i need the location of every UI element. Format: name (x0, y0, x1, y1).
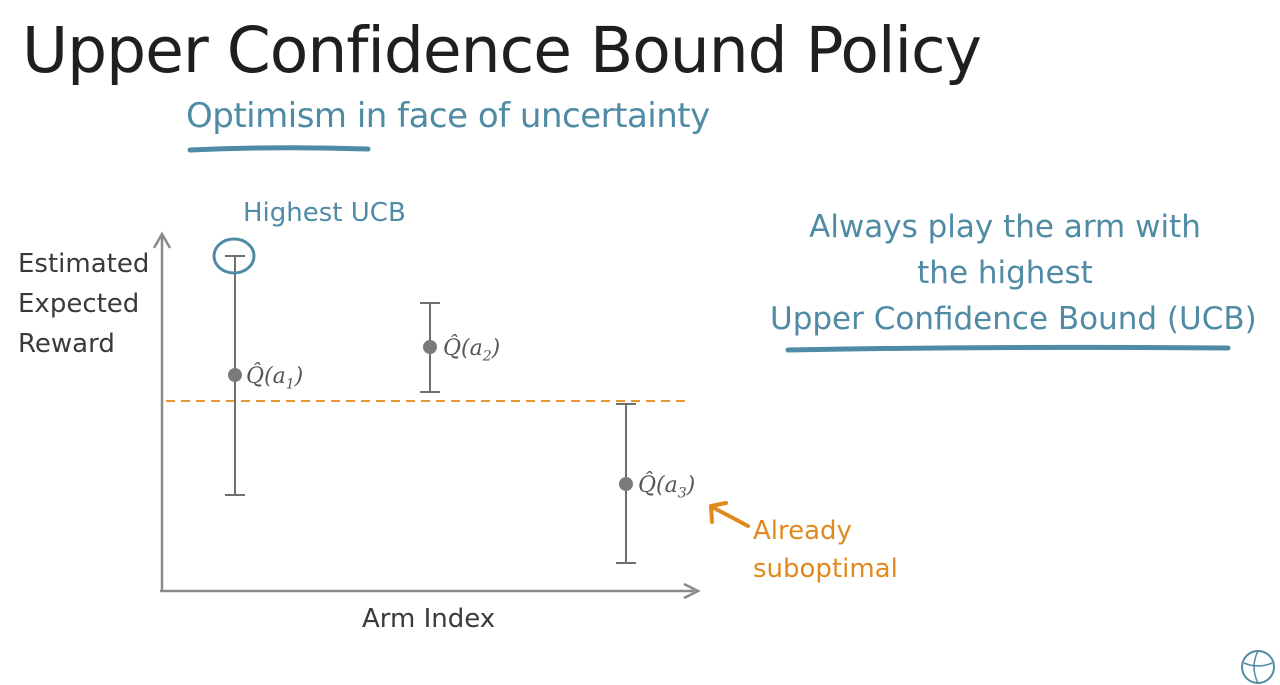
arm-3-label-close: ) (686, 473, 696, 498)
arm-2-label-close: ) (491, 336, 501, 361)
suboptimal-annotation: Already suboptimal (753, 512, 898, 588)
arm-3-label-sub: 3 (677, 485, 687, 502)
x-axis-label: Arm Index (362, 604, 496, 634)
ucb-rule-line-2: the highest (917, 255, 1093, 291)
ucb-rule-line-3: Upper Confidence Bound (UCB) (770, 301, 1257, 337)
y-axis-label-line-1: Estimated (18, 249, 150, 279)
arm-1-label-main: Q̂(a (246, 364, 286, 389)
y-axis-label: Estimated Expected Reward (18, 244, 149, 364)
arm-2-confidence-interval (420, 302, 440, 393)
highest-ucb-circle (212, 237, 256, 275)
arm-3-estimate-label: Q̂(a3) (638, 473, 695, 501)
arm-3-estimate-dot (619, 477, 633, 491)
y-axis-label-line-2: Expected (18, 289, 140, 319)
y-axis-arrow-icon (152, 231, 172, 249)
arm-2-label-main: Q̂(a (443, 336, 483, 361)
ucb-diagram (152, 145, 1231, 600)
arm-3-label-main: Q̂(a (638, 473, 678, 498)
suboptimal-annotation-line-2: suboptimal (753, 554, 898, 584)
suboptimal-annotation-line-1: Already (753, 516, 852, 546)
slide-title: Upper Confidence Bound Policy (22, 14, 982, 87)
arm-1-label-sub: 1 (285, 376, 295, 393)
arm-2-estimate-dot (423, 340, 437, 354)
slide-subtitle: Optimism in face of uncertainty (186, 96, 710, 136)
arm-1-estimate-label: Q̂(a1) (246, 364, 303, 392)
ucb-rule-underline (785, 344, 1231, 353)
y-axis-label-line-3: Reward (18, 329, 115, 359)
subtitle-underline (187, 145, 371, 153)
arm-3-confidence-interval (616, 403, 636, 564)
arm-1-confidence-interval (225, 255, 245, 496)
ucb-rule-note: Always play the arm with the highest Upp… (770, 204, 1257, 342)
arm-2-label-sub: 2 (482, 348, 492, 365)
suboptimal-arrow-icon (709, 501, 750, 528)
globe-logo-icon (1241, 650, 1275, 684)
x-axis-arrow-icon (683, 582, 701, 600)
arm-1-estimate-dot (228, 368, 242, 382)
highest-ucb-annotation: Highest UCB (243, 198, 406, 228)
arm-2-estimate-label: Q̂(a2) (443, 336, 500, 364)
arm-1-label-close: ) (294, 364, 304, 389)
ucb-rule-line-1: Always play the arm with (809, 209, 1201, 245)
